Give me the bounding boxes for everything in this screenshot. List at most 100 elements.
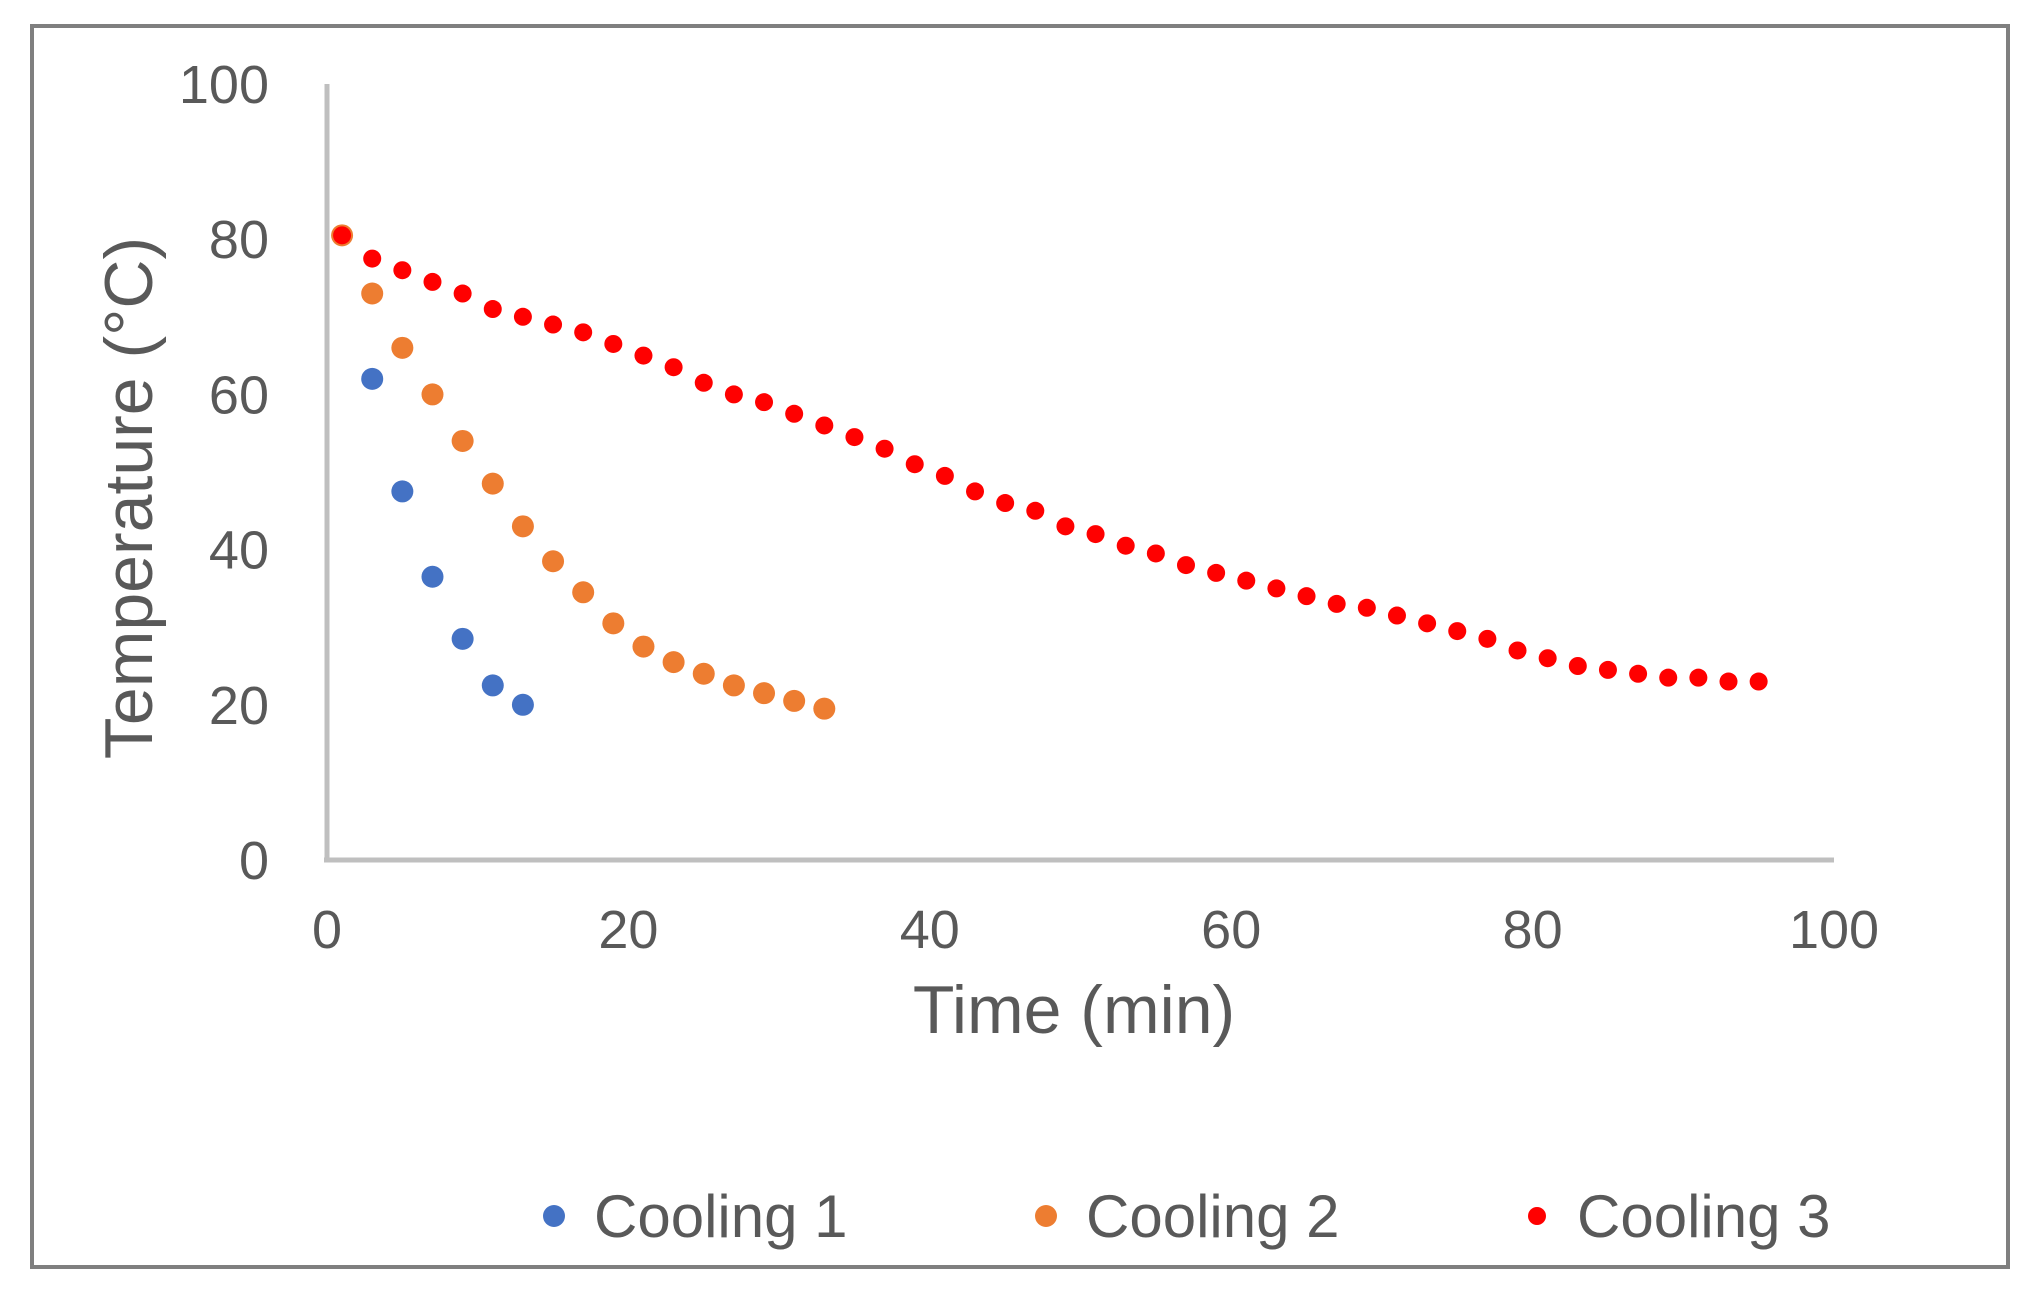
legend-marker — [1035, 1205, 1057, 1227]
data-point — [1267, 579, 1286, 598]
x-tick-label: 20 — [598, 900, 658, 960]
series-3 — [333, 226, 1768, 691]
data-point — [481, 472, 504, 495]
data-point — [1207, 563, 1226, 582]
data-point — [755, 393, 774, 412]
x-tick-label: 0 — [312, 900, 342, 960]
data-point — [1116, 536, 1135, 555]
data-point — [966, 482, 985, 501]
y-tick-label: 40 — [209, 521, 269, 581]
tick-labels: 0 20 40 60 80 100 0 20 40 60 80 100 — [179, 55, 1879, 960]
data-point — [511, 515, 534, 538]
data-point — [935, 466, 954, 485]
data-point — [361, 282, 384, 305]
data-point — [513, 307, 532, 326]
series-2 — [331, 224, 836, 720]
chart-frame: 0 20 40 60 80 100 0 20 40 60 80 100 Time (min) Temp… — [30, 24, 2010, 1269]
data-point — [393, 261, 412, 280]
data-point — [1237, 571, 1256, 590]
data-point — [574, 323, 593, 342]
data-point — [905, 455, 924, 474]
data-point — [632, 635, 655, 658]
legend-label: Cooling 2 — [1086, 1183, 1340, 1250]
data-point — [1387, 606, 1406, 625]
data-point — [875, 439, 894, 458]
data-point — [363, 249, 382, 268]
data-point — [483, 300, 502, 319]
legend-marker — [543, 1205, 565, 1227]
data-point — [694, 373, 713, 392]
legend-label: Cooling 3 — [1577, 1183, 1831, 1250]
legend-item: Cooling 2 — [1035, 1183, 1340, 1250]
data-point — [1538, 649, 1557, 668]
data-point — [1146, 544, 1165, 563]
y-tick-label: 100 — [179, 55, 269, 115]
y-tick-label: 0 — [239, 831, 269, 891]
data-point — [1598, 660, 1617, 679]
data-point — [634, 346, 653, 365]
data-point — [1689, 668, 1708, 687]
data-point — [1659, 668, 1678, 687]
data-point — [1086, 525, 1105, 544]
data-point — [753, 682, 776, 705]
data-point — [662, 651, 685, 674]
legend: Cooling 1 Cooling 2 Cooling 3 — [543, 1183, 1831, 1250]
data-point — [1297, 587, 1316, 606]
data-point — [544, 315, 563, 334]
x-axis-title: Time (min) — [913, 972, 1235, 1048]
data-point — [451, 627, 474, 650]
data-point — [1568, 657, 1587, 675]
data-point — [572, 581, 595, 604]
data-point — [1478, 629, 1497, 648]
data-point — [845, 428, 864, 447]
data-point — [361, 367, 384, 390]
y-tick-label: 80 — [209, 210, 269, 270]
data-point — [692, 662, 715, 685]
data-point — [453, 284, 472, 303]
data-point — [1508, 641, 1527, 660]
data-point — [423, 272, 442, 291]
data-point — [542, 550, 565, 573]
data-points — [331, 224, 1768, 720]
scatter-chart: 0 20 40 60 80 100 0 20 40 60 80 100 Time (min) Temp… — [91, 55, 1879, 1250]
data-point — [1749, 672, 1768, 691]
data-point — [421, 565, 444, 588]
data-point — [1719, 672, 1738, 691]
legend-marker — [1528, 1207, 1546, 1225]
data-point — [333, 226, 352, 245]
data-point — [785, 404, 804, 423]
data-point — [421, 383, 444, 406]
data-point — [1176, 556, 1195, 575]
data-point — [481, 674, 504, 697]
data-point — [664, 358, 683, 377]
x-tick-label: 60 — [1201, 900, 1261, 960]
x-tick-label: 40 — [900, 900, 960, 960]
data-point — [1629, 664, 1648, 683]
y-tick-label: 20 — [209, 676, 269, 736]
x-tick-label: 80 — [1503, 900, 1563, 960]
y-tick-label: 60 — [209, 365, 269, 425]
data-point — [511, 693, 534, 716]
data-point — [722, 674, 745, 697]
data-point — [1327, 594, 1346, 613]
data-point — [1418, 614, 1437, 633]
data-point — [996, 494, 1015, 513]
y-axis-title: Temperature (°C) — [91, 237, 167, 759]
data-point — [783, 689, 806, 712]
data-point — [391, 480, 414, 503]
data-point — [451, 429, 474, 452]
legend-item: Cooling 3 — [1528, 1183, 1831, 1250]
data-point — [602, 612, 625, 635]
data-point — [604, 334, 623, 353]
data-point — [391, 336, 414, 359]
data-point — [1357, 598, 1376, 617]
legend-label: Cooling 1 — [594, 1183, 848, 1250]
data-point — [813, 697, 836, 720]
data-point — [815, 416, 834, 435]
data-point — [724, 385, 743, 404]
axes — [324, 84, 1834, 863]
data-point — [1056, 517, 1075, 536]
legend-item: Cooling 1 — [543, 1183, 848, 1250]
data-point — [1026, 501, 1045, 520]
series-1 — [361, 367, 534, 716]
